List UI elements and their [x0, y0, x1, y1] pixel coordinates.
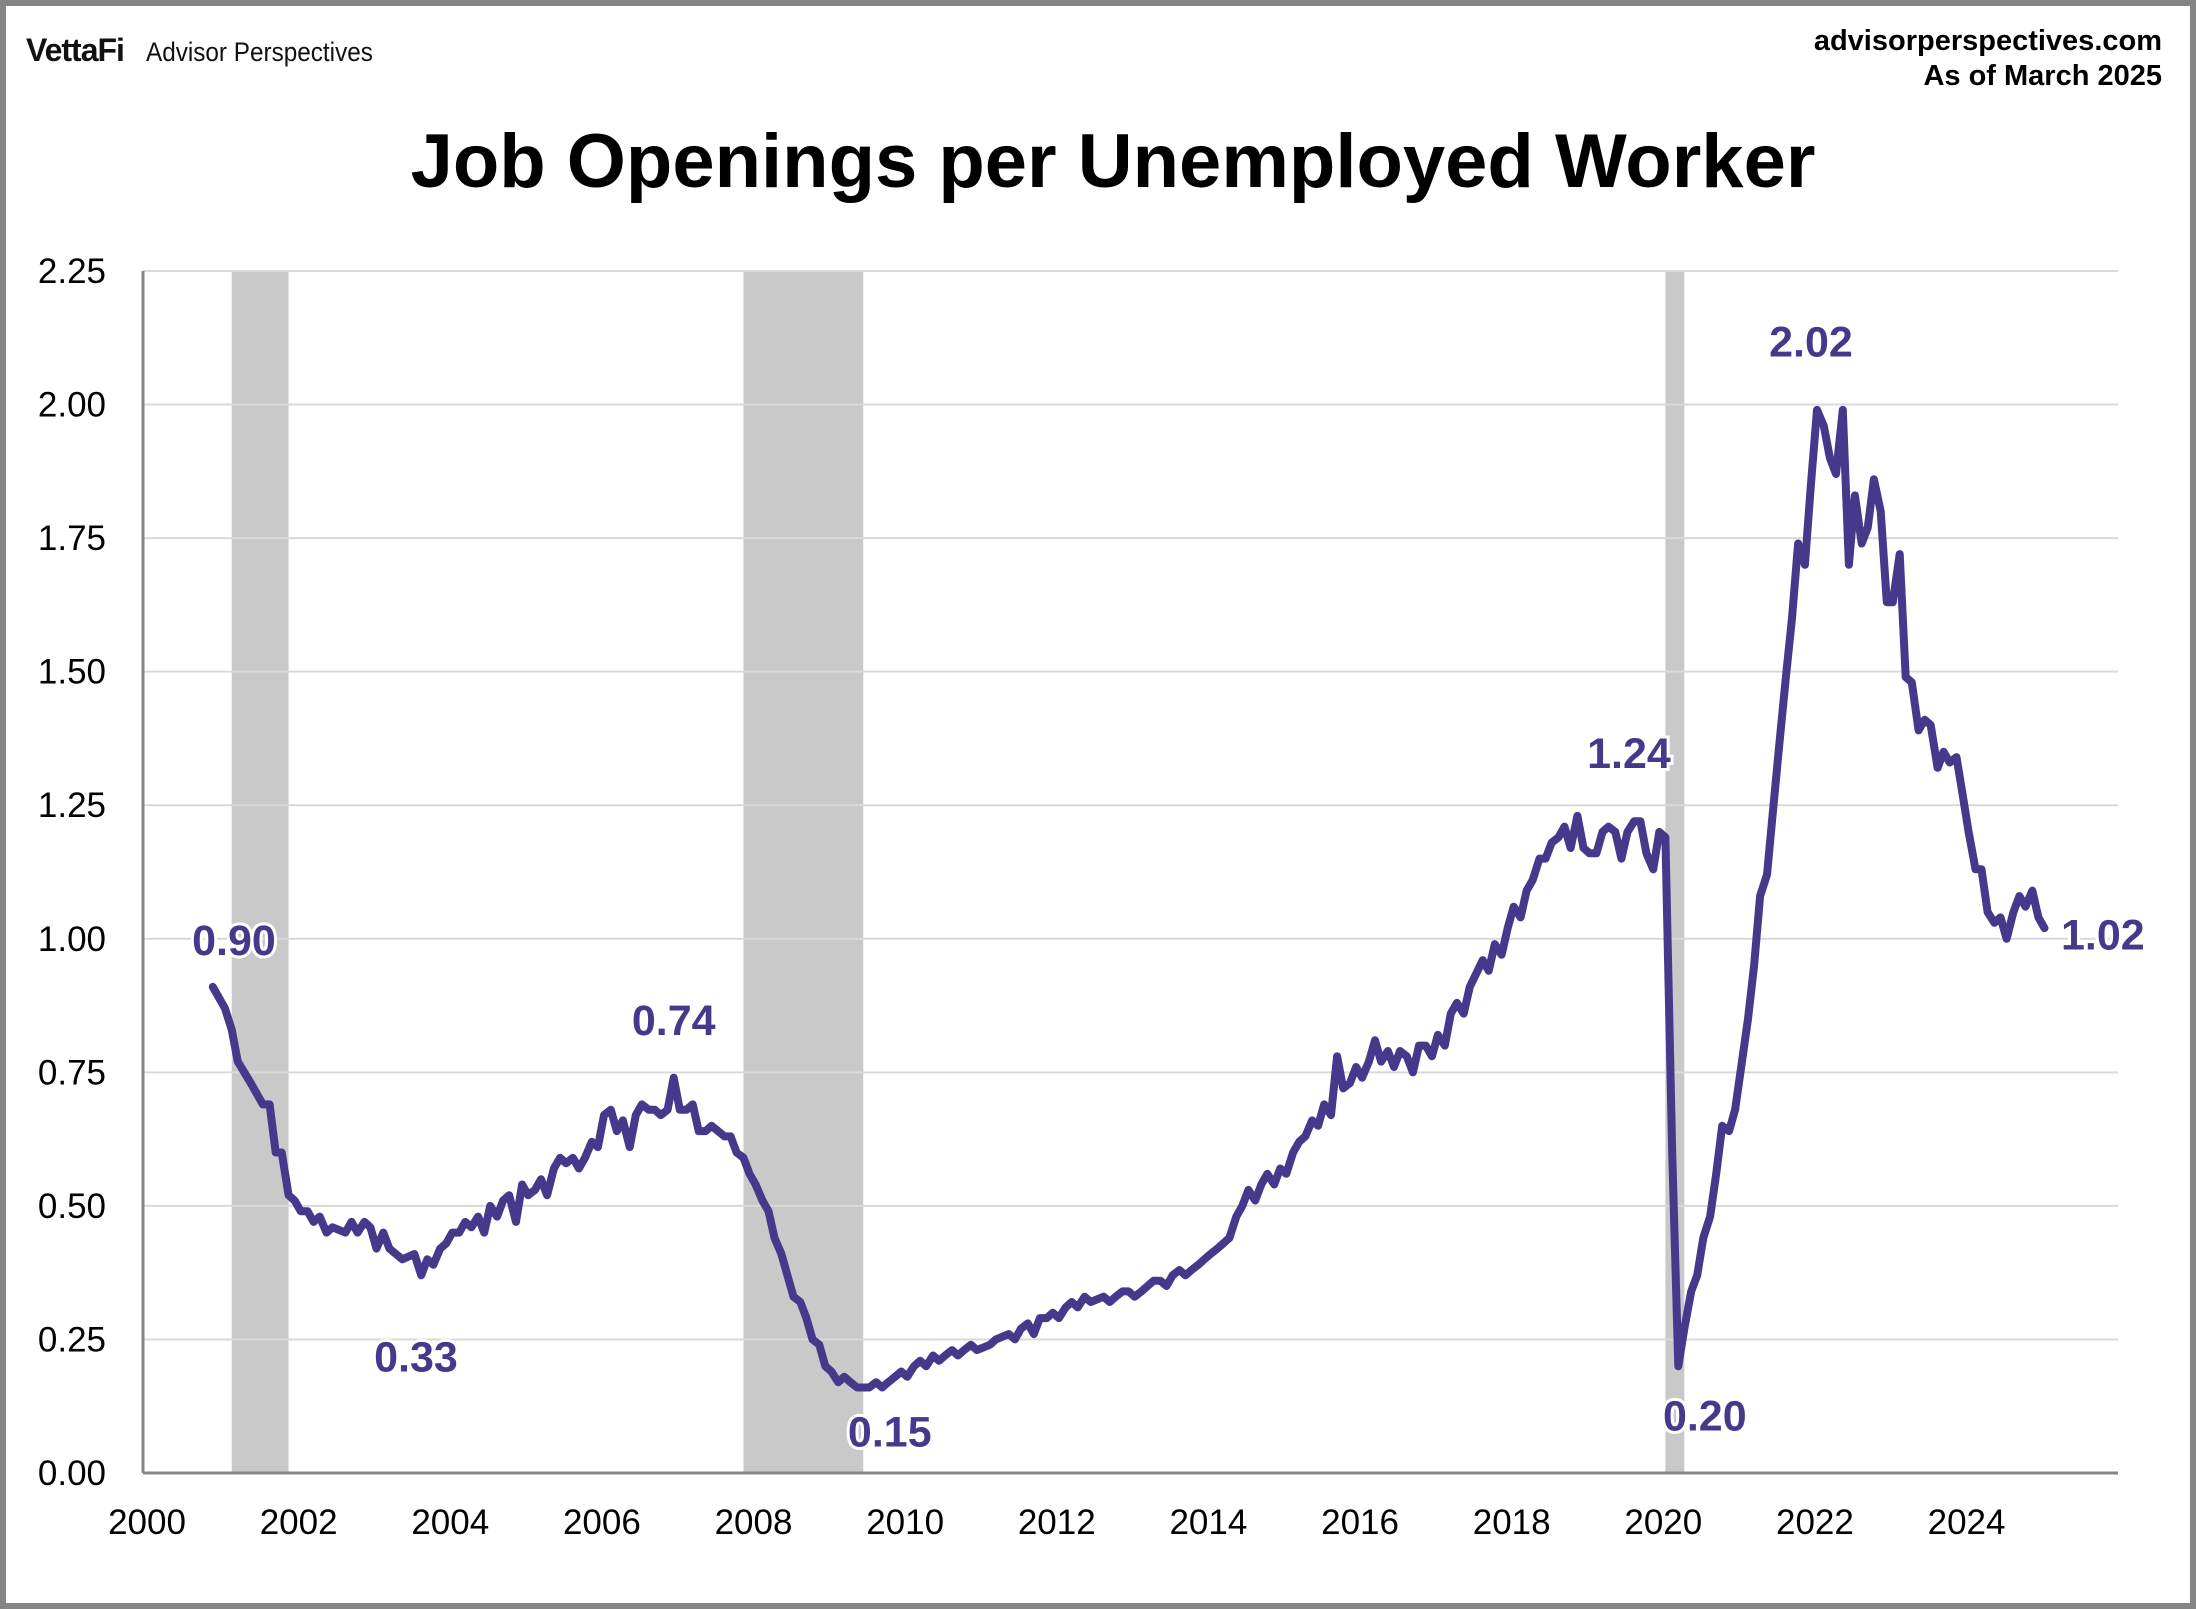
value-label: 0.20: [1663, 1392, 1747, 1440]
as-of-date: As of March 2025: [1923, 60, 2162, 92]
x-tick-label: 2014: [1169, 1503, 1247, 1542]
y-axis-labels: 0.00 0.25 0.50 0.75 1.00 1.25 1.50 1.75 2.00 2.25: [38, 252, 106, 1493]
y-tick-label: 0.75: [38, 1053, 106, 1092]
x-tick-label: 2024: [1928, 1503, 2006, 1542]
source-site: advisorperspectives.com: [1813, 25, 2162, 57]
x-tick-label: 2018: [1473, 1503, 1551, 1542]
y-tick-label: 1.50: [38, 653, 106, 692]
gridlines: [143, 270, 2118, 1341]
value-label: 0.90: [192, 917, 276, 965]
brand: VettaFi Advisor Perspectives: [26, 32, 398, 69]
y-tick-label: 1.75: [38, 519, 106, 558]
x-tick-label: 2016: [1321, 1503, 1399, 1542]
x-tick-label: 2010: [866, 1503, 944, 1542]
x-tick-label: 2006: [563, 1503, 641, 1542]
vettafi-logo: VettaFi: [26, 32, 125, 68]
source-meta: advisorperspectives.com As of March 2025: [1814, 24, 2162, 94]
value-label: 0.74: [632, 997, 716, 1045]
y-tick-label: 0.25: [38, 1320, 106, 1359]
y-tick-label: 2.25: [38, 252, 106, 291]
recession-bands: [231, 271, 1685, 1473]
value-label: 0.15: [848, 1408, 932, 1456]
value-annotations: 0.90 0.33 0.74 0.15 1.24 0.20 2.02 1.02: [189, 315, 2148, 1459]
x-tick-label: 2002: [260, 1503, 338, 1542]
y-tick-label: 1.25: [38, 786, 106, 825]
recession-band: [743, 271, 864, 1473]
x-tick-label: 2022: [1776, 1503, 1854, 1542]
x-tick-label: 2012: [1018, 1503, 1096, 1542]
recession-band: [231, 271, 289, 1473]
value-label: 1.24: [1587, 730, 1671, 778]
y-tick-label: 1.00: [38, 920, 106, 959]
brand-name: Advisor Perspectives: [145, 37, 373, 67]
chart-title: Job Openings per Unemployed Worker: [410, 119, 1816, 204]
value-label: 1.02: [2061, 911, 2145, 959]
value-label: 0.33: [374, 1333, 458, 1381]
x-tick-label: 2020: [1624, 1503, 1702, 1542]
y-tick-label: 0.50: [38, 1187, 106, 1226]
series-line: [208, 405, 2049, 1392]
value-label: 2.02: [1769, 318, 1853, 366]
x-axis-labels: 2000 2002 2004 2006 2008 2010 2012 2014 2016 2018…: [108, 1503, 2005, 1542]
x-tick-label: 2004: [411, 1503, 489, 1542]
y-tick-label: 0.00: [38, 1454, 106, 1493]
x-tick-label: 2000: [108, 1503, 186, 1542]
y-tick-label: 2.00: [38, 386, 106, 425]
x-tick-label: 2008: [715, 1503, 793, 1542]
